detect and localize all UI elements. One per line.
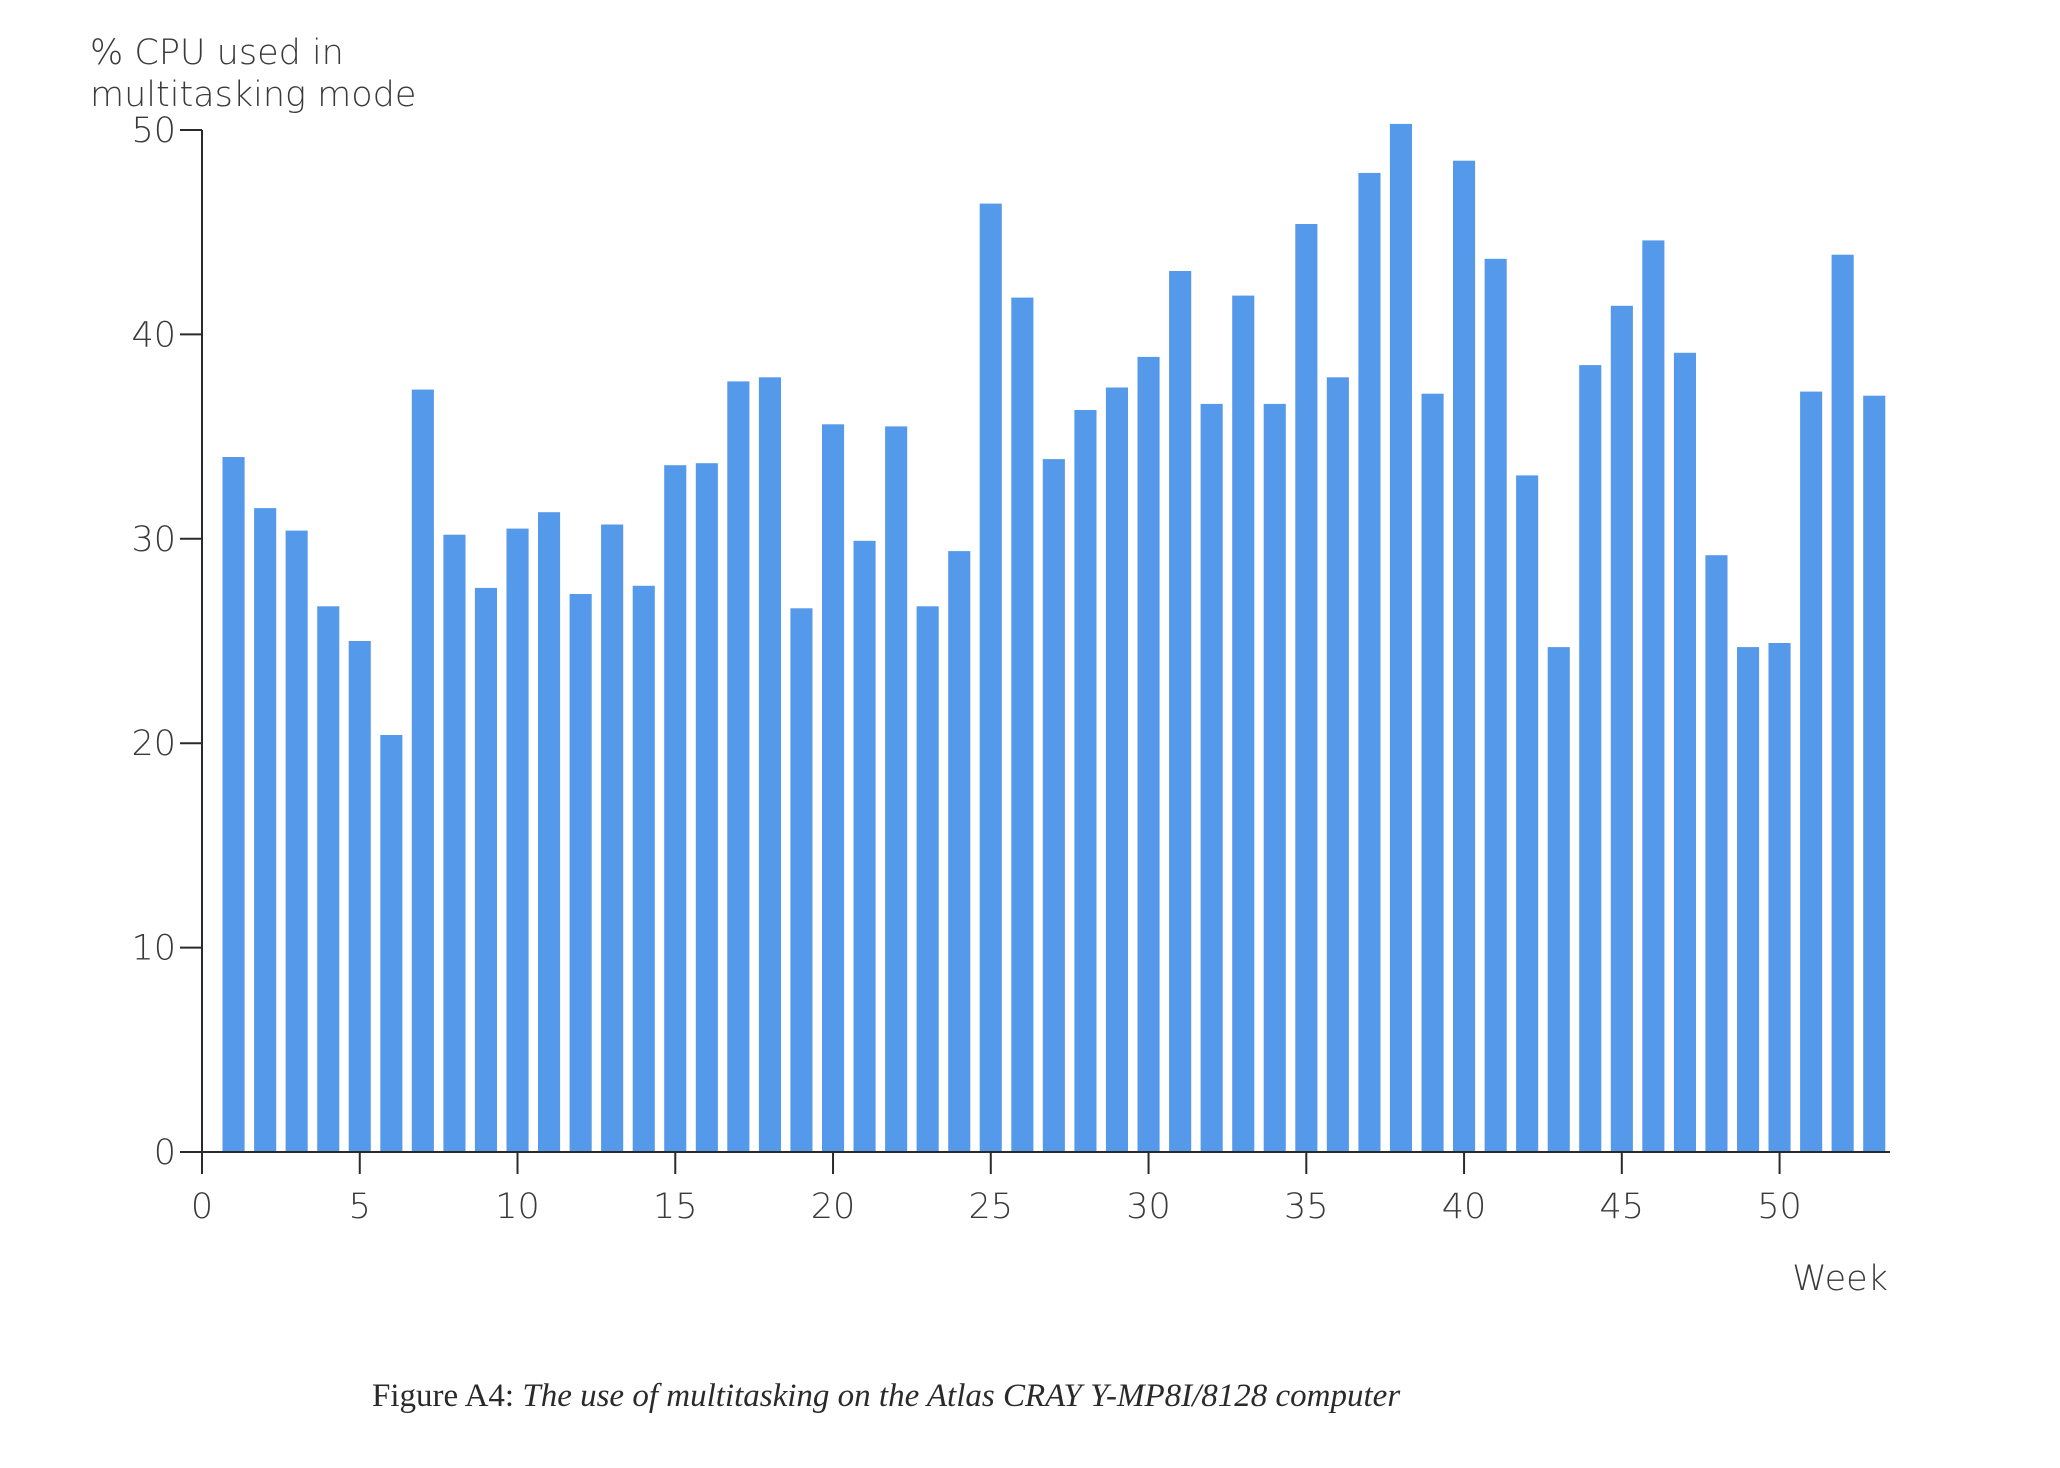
bar-week-33: [1232, 295, 1255, 1153]
y-tick-label-40: 40: [131, 315, 176, 355]
bar-week-39: [1421, 393, 1444, 1152]
y-tick-label-50: 50: [131, 111, 176, 151]
bar-week-36: [1326, 377, 1349, 1152]
bar-week-37: [1358, 172, 1381, 1152]
bar-week-14: [632, 585, 655, 1152]
bar-week-40: [1453, 160, 1476, 1152]
figure-caption: Figure A4: The use of multitasking on th…: [372, 1378, 1400, 1415]
caption-label: Figure A4:: [372, 1378, 515, 1414]
bar-week-11: [538, 512, 561, 1152]
bar-week-31: [1169, 271, 1192, 1152]
x-axis-ticks: 0 5 10 15 20 25 30 35 40 45 50: [191, 1152, 1802, 1227]
bar-week-47: [1673, 352, 1696, 1152]
caption-text: The use of multitasking on the Atlas CRA…: [522, 1378, 1401, 1414]
bar-week-7: [411, 389, 434, 1153]
bar-week-41: [1484, 258, 1507, 1152]
y-axis-title-line-2: multitasking mode: [90, 75, 416, 115]
bar-week-15: [664, 465, 687, 1152]
bar-week-23: [916, 606, 939, 1152]
x-tick-label-30: 30: [1126, 1187, 1171, 1227]
bar-week-49: [1737, 647, 1760, 1152]
x-tick-label-15: 15: [653, 1187, 698, 1227]
bar-week-2: [254, 508, 277, 1153]
x-tick-label-20: 20: [811, 1187, 856, 1227]
bar-week-32: [1200, 403, 1223, 1152]
bar-week-35: [1295, 224, 1318, 1152]
bar-week-51: [1800, 391, 1823, 1153]
bar-week-30: [1137, 356, 1160, 1152]
bar-week-50: [1768, 643, 1791, 1152]
x-tick-label-10: 10: [495, 1187, 540, 1227]
bar-week-22: [885, 426, 908, 1152]
bar-week-24: [948, 551, 971, 1152]
x-tick-label-50: 50: [1757, 1187, 1802, 1227]
y-tick-label-0: 0: [154, 1133, 176, 1173]
bar-week-16: [695, 463, 718, 1152]
x-axis-title: Week: [1792, 1259, 1888, 1299]
bar-week-25: [979, 203, 1002, 1153]
bar-week-13: [601, 524, 624, 1152]
x-tick-label-40: 40: [1442, 1187, 1487, 1227]
bar-chart: 0 10 20 30 40 50 0 5 10 15 20 25 30 35 40 45 50 % CPU u…: [90, 33, 1890, 1299]
bar-week-27: [1042, 459, 1065, 1153]
bar-week-42: [1516, 475, 1539, 1152]
bar-week-17: [727, 381, 750, 1152]
bar-week-53: [1863, 395, 1886, 1152]
bar-week-38: [1389, 123, 1412, 1152]
bar-week-9: [474, 587, 497, 1152]
bar-week-20: [822, 424, 845, 1152]
bar-week-19: [790, 608, 813, 1152]
bar-week-43: [1547, 647, 1570, 1152]
bar-week-28: [1074, 410, 1097, 1152]
bar-week-44: [1579, 365, 1602, 1153]
bar-week-5: [348, 641, 371, 1152]
x-tick-label-25: 25: [969, 1187, 1014, 1227]
bar-week-12: [569, 594, 592, 1152]
bar-week-46: [1642, 240, 1665, 1152]
bar-week-48: [1705, 555, 1728, 1152]
y-axis-title-line-1: % CPU used in: [90, 33, 344, 73]
bars-group: [222, 123, 1886, 1153]
bar-week-3: [285, 530, 308, 1152]
bar-week-10: [506, 528, 529, 1152]
y-tick-label-20: 20: [131, 724, 176, 764]
x-tick-label-5: 5: [349, 1187, 371, 1227]
x-tick-label-0: 0: [191, 1187, 213, 1227]
bar-week-1: [222, 457, 245, 1152]
y-tick-label-10: 10: [131, 929, 176, 969]
bar-week-6: [380, 735, 403, 1152]
bar-week-45: [1610, 305, 1633, 1152]
x-tick-label-45: 45: [1600, 1187, 1645, 1227]
y-tick-label-30: 30: [131, 520, 176, 560]
bar-week-52: [1831, 254, 1854, 1152]
y-axis-ticks: 0 10 20 30 40 50: [131, 111, 202, 1173]
bar-week-34: [1263, 403, 1286, 1152]
x-tick-label-35: 35: [1284, 1187, 1329, 1227]
bar-week-26: [1011, 297, 1034, 1153]
bar-week-18: [758, 377, 781, 1152]
bar-week-8: [443, 534, 466, 1152]
bar-week-4: [317, 606, 340, 1152]
bar-week-29: [1105, 387, 1128, 1152]
bar-week-21: [853, 540, 876, 1152]
